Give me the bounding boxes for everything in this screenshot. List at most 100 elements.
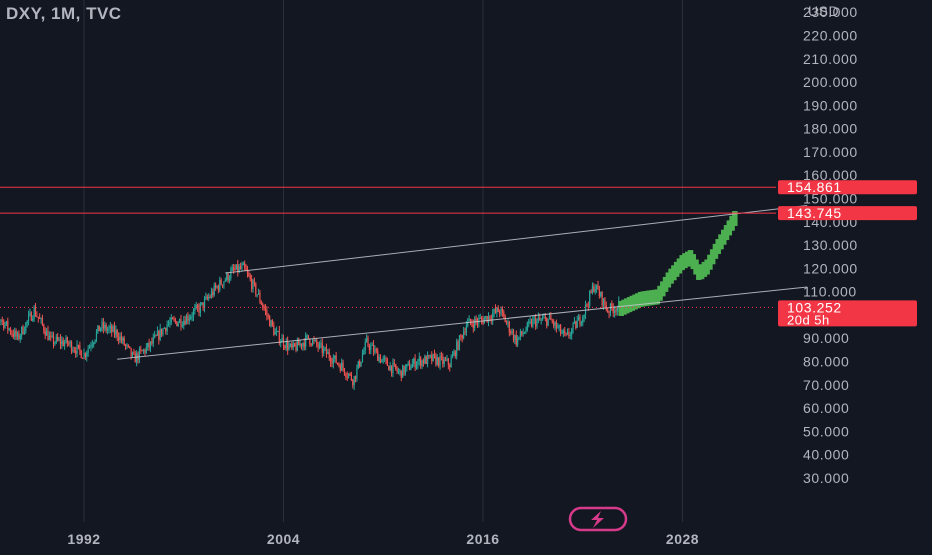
candle-body xyxy=(258,293,259,294)
candle-body xyxy=(230,270,231,278)
candle-body xyxy=(203,302,204,308)
candle-body xyxy=(326,348,327,354)
candle-body xyxy=(126,345,127,346)
candle-body xyxy=(448,359,449,365)
y-tick-label: 120.000 xyxy=(803,260,858,276)
candle-body xyxy=(300,344,301,346)
candle-body xyxy=(390,365,391,370)
candle-body xyxy=(175,320,176,322)
candle-body xyxy=(45,331,46,336)
candle-body xyxy=(363,350,364,354)
candle-body xyxy=(376,349,377,350)
candle-body xyxy=(399,371,400,372)
candle-body xyxy=(348,374,349,377)
candle-body xyxy=(306,335,307,336)
candle-body xyxy=(560,325,561,333)
candle-body xyxy=(330,358,331,362)
candle-body xyxy=(46,331,47,336)
candle-body xyxy=(595,289,596,291)
candle-body xyxy=(104,325,105,329)
y-tick-label: 220.000 xyxy=(803,28,858,44)
candle-body xyxy=(409,363,410,370)
candle-body xyxy=(384,358,385,359)
candle-body xyxy=(301,344,302,347)
candle-body xyxy=(521,331,522,334)
candle-body xyxy=(189,319,190,321)
candle-body xyxy=(543,317,544,318)
candle-body xyxy=(369,346,370,350)
candle-body xyxy=(234,269,235,270)
candle-body xyxy=(34,307,35,318)
candle-body xyxy=(81,350,82,358)
candle-body xyxy=(63,341,64,346)
candle-body xyxy=(597,284,598,289)
candle-body xyxy=(225,280,226,282)
candle-body xyxy=(197,305,198,307)
candle-body xyxy=(158,331,159,339)
y-tick-label: 50.000 xyxy=(803,423,849,439)
candle-body xyxy=(459,335,460,349)
candle-body xyxy=(405,367,406,373)
candlestick-series xyxy=(0,260,619,390)
candle-body xyxy=(441,356,442,357)
candle-body xyxy=(50,336,51,337)
channel-lower-line[interactable] xyxy=(117,287,807,359)
candle-body xyxy=(9,329,10,330)
candle-body xyxy=(511,331,512,333)
candle-body xyxy=(118,337,119,340)
candle-body xyxy=(269,316,270,326)
candle-body xyxy=(503,312,504,316)
candle-body xyxy=(20,336,21,339)
candle-body xyxy=(131,348,132,356)
candle-body xyxy=(329,352,330,358)
candle-body xyxy=(498,308,499,312)
candle-body xyxy=(272,320,273,325)
candle-body xyxy=(333,359,334,364)
candle-body xyxy=(290,344,291,346)
lightning-bolt-icon[interactable] xyxy=(570,508,626,530)
candle-body xyxy=(532,319,533,326)
candle-body xyxy=(564,331,565,334)
candle-body xyxy=(168,324,169,325)
candle-body xyxy=(502,309,503,312)
candle-body xyxy=(209,297,210,298)
candle-body xyxy=(119,336,120,340)
candle-body xyxy=(54,342,55,344)
candle-body xyxy=(370,346,371,350)
candle-body xyxy=(433,354,434,361)
candle-body xyxy=(548,319,549,326)
candle-body xyxy=(481,318,482,320)
candle-body xyxy=(53,335,54,343)
price-axis[interactable]: 30.00040.00050.00060.00070.00080.00090.0… xyxy=(803,4,858,486)
candle-body xyxy=(244,263,245,268)
candle-body xyxy=(129,346,130,348)
candle-body xyxy=(536,320,537,326)
candle-body xyxy=(589,291,590,306)
candle-body xyxy=(57,337,58,340)
candle-body xyxy=(2,320,3,321)
candle-body xyxy=(355,376,356,379)
candle-body xyxy=(549,315,550,318)
candle-body xyxy=(410,368,411,370)
candle-body xyxy=(164,328,165,329)
candle-body xyxy=(251,279,252,289)
candle-body xyxy=(473,324,474,328)
candle-body xyxy=(416,364,417,368)
candle-body xyxy=(445,360,446,361)
candle-body xyxy=(388,366,389,370)
candle-body xyxy=(344,369,345,374)
candle-body xyxy=(42,318,43,324)
candle-body xyxy=(88,348,89,352)
candle-body xyxy=(147,343,148,347)
candle-body xyxy=(451,358,452,367)
candle-body xyxy=(268,315,269,316)
candle-body xyxy=(579,317,580,325)
candle-body xyxy=(315,340,316,341)
candle-body xyxy=(139,349,140,360)
candle-body xyxy=(128,345,129,346)
candle-body xyxy=(18,333,19,339)
candle-body xyxy=(146,347,147,353)
